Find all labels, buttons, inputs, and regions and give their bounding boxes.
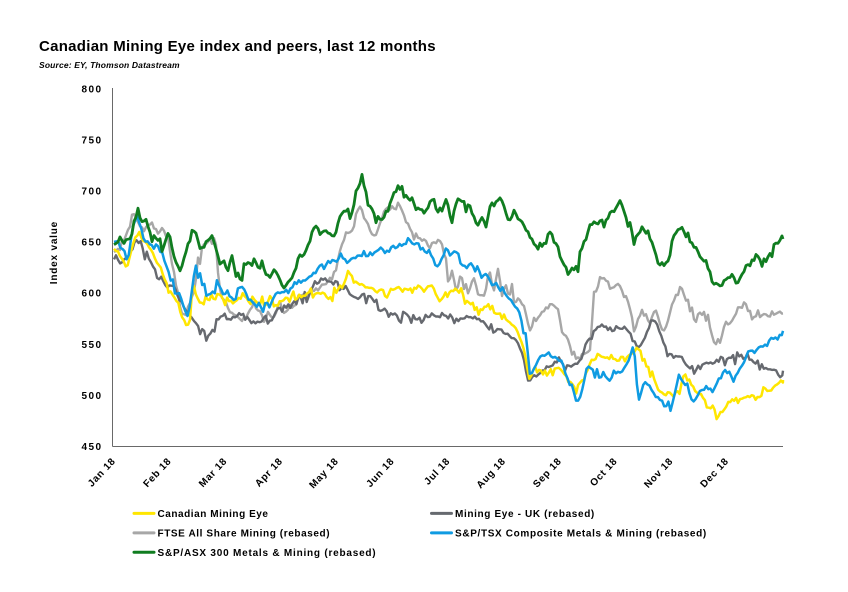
- svg-text:450: 450: [81, 442, 102, 453]
- svg-text:Sep 18: Sep 18: [531, 456, 564, 490]
- svg-text:800: 800: [81, 84, 102, 95]
- svg-text:Index value: Index value: [49, 221, 60, 284]
- svg-text:S&P/ASX 300 Metals & Mining (r: S&P/ASX 300 Metals & Mining (rebased): [158, 548, 377, 559]
- svg-text:Nov 18: Nov 18: [642, 456, 675, 491]
- svg-text:700: 700: [81, 187, 102, 198]
- svg-text:750: 750: [81, 136, 102, 147]
- svg-text:500: 500: [81, 391, 102, 402]
- svg-text:550: 550: [81, 340, 102, 351]
- svg-text:Jan 18: Jan 18: [86, 456, 118, 489]
- svg-text:Jul 18: Jul 18: [422, 456, 452, 487]
- svg-text:Mar 18: Mar 18: [197, 456, 230, 490]
- svg-text:May 18: May 18: [308, 456, 342, 491]
- svg-text:600: 600: [81, 289, 102, 300]
- svg-text:650: 650: [81, 238, 102, 249]
- svg-text:S&P/TSX Composite Metals & Min: S&P/TSX Composite Metals & Mining (rebas…: [455, 529, 707, 540]
- svg-text:Dec 18: Dec 18: [698, 456, 731, 490]
- svg-text:Mining Eye - UK (rebased): Mining Eye - UK (rebased): [455, 509, 595, 520]
- svg-text:Aug 18: Aug 18: [475, 456, 509, 491]
- svg-text:Oct 18: Oct 18: [588, 456, 620, 489]
- svg-text:Jun 18: Jun 18: [364, 456, 397, 490]
- svg-text:FTSE All Share Mining (rebased: FTSE All Share Mining (rebased): [158, 529, 331, 540]
- svg-text:Apr 18: Apr 18: [253, 456, 285, 489]
- svg-text:Feb 18: Feb 18: [141, 456, 174, 490]
- svg-text:Canadian Mining Eye: Canadian Mining Eye: [158, 509, 269, 520]
